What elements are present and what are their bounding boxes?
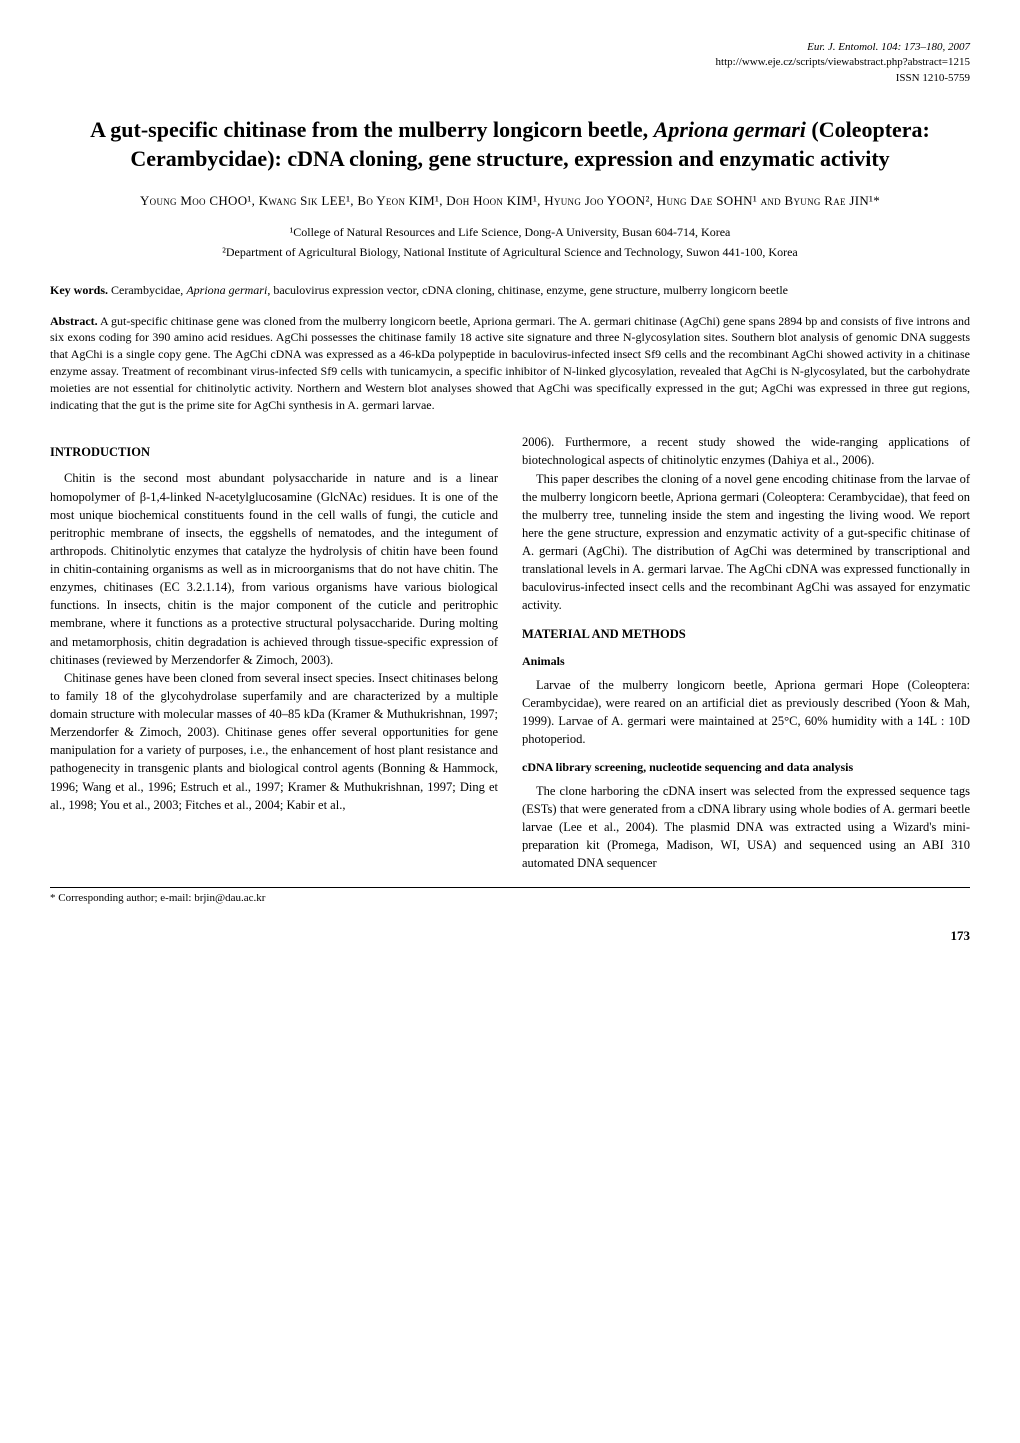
keywords: Key words. Cerambycidae, Apriona germari… xyxy=(50,282,970,299)
corresponding-author-footnote: * Corresponding author; e-mail: brjin@da… xyxy=(50,892,970,904)
article-url: http://www.eje.cz/scripts/viewabstract.p… xyxy=(716,56,970,68)
journal-citation: Eur. J. Entomol. 104: 173–180, 2007 xyxy=(807,41,970,53)
authors-line: Young Moo CHOO¹, Kwang Sik LEE¹, Bo Yeon… xyxy=(50,193,970,209)
title-pre: A gut-specific chitinase from the mulber… xyxy=(90,117,654,142)
left-column: INTRODUCTION Chitin is the second most a… xyxy=(50,433,498,872)
intro-paragraph-4: This paper describes the cloning of a no… xyxy=(522,470,970,615)
introduction-heading: INTRODUCTION xyxy=(50,443,498,461)
keywords-pre: Cerambycidae, xyxy=(108,283,186,297)
title-species: Apriona germari xyxy=(654,117,806,142)
material-methods-heading: MATERIAL AND METHODS xyxy=(522,625,970,643)
intro-paragraph-1: Chitin is the second most abundant polys… xyxy=(50,469,498,668)
intro-paragraph-2: Chitinase genes have been cloned from se… xyxy=(50,669,498,814)
header-meta: Eur. J. Entomol. 104: 173–180, 2007 http… xyxy=(50,40,970,86)
body-columns: INTRODUCTION Chitin is the second most a… xyxy=(50,433,970,872)
keywords-species: Apriona germari xyxy=(186,283,267,297)
right-column: 2006). Furthermore, a recent study showe… xyxy=(522,433,970,872)
affiliations: ¹College of Natural Resources and Life S… xyxy=(50,223,970,261)
article-title: A gut-specific chitinase from the mulber… xyxy=(70,116,950,173)
cdna-heading: cDNA library screening, nucleotide seque… xyxy=(522,759,970,776)
animals-heading: Animals xyxy=(522,653,970,670)
keywords-label: Key words. xyxy=(50,283,108,297)
issn: ISSN 1210-5759 xyxy=(896,72,970,84)
footnote-rule xyxy=(50,887,970,888)
authors-names: Young Moo CHOO¹, Kwang Sik LEE¹, Bo Yeon… xyxy=(140,193,880,208)
keywords-post: , baculovirus expression vector, cDNA cl… xyxy=(267,283,788,297)
affiliation-1: ¹College of Natural Resources and Life S… xyxy=(50,223,970,242)
abstract-text: A gut-specific chitinase gene was cloned… xyxy=(50,314,970,412)
cdna-paragraph: The clone harboring the cDNA insert was … xyxy=(522,782,970,873)
intro-paragraph-3: 2006). Furthermore, a recent study showe… xyxy=(522,433,970,469)
abstract: Abstract. A gut-specific chitinase gene … xyxy=(50,313,970,414)
page-number: 173 xyxy=(50,928,970,944)
abstract-label: Abstract. xyxy=(50,314,98,328)
animals-paragraph: Larvae of the mulberry longicorn beetle,… xyxy=(522,676,970,749)
affiliation-2: ²Department of Agricultural Biology, Nat… xyxy=(50,243,970,262)
